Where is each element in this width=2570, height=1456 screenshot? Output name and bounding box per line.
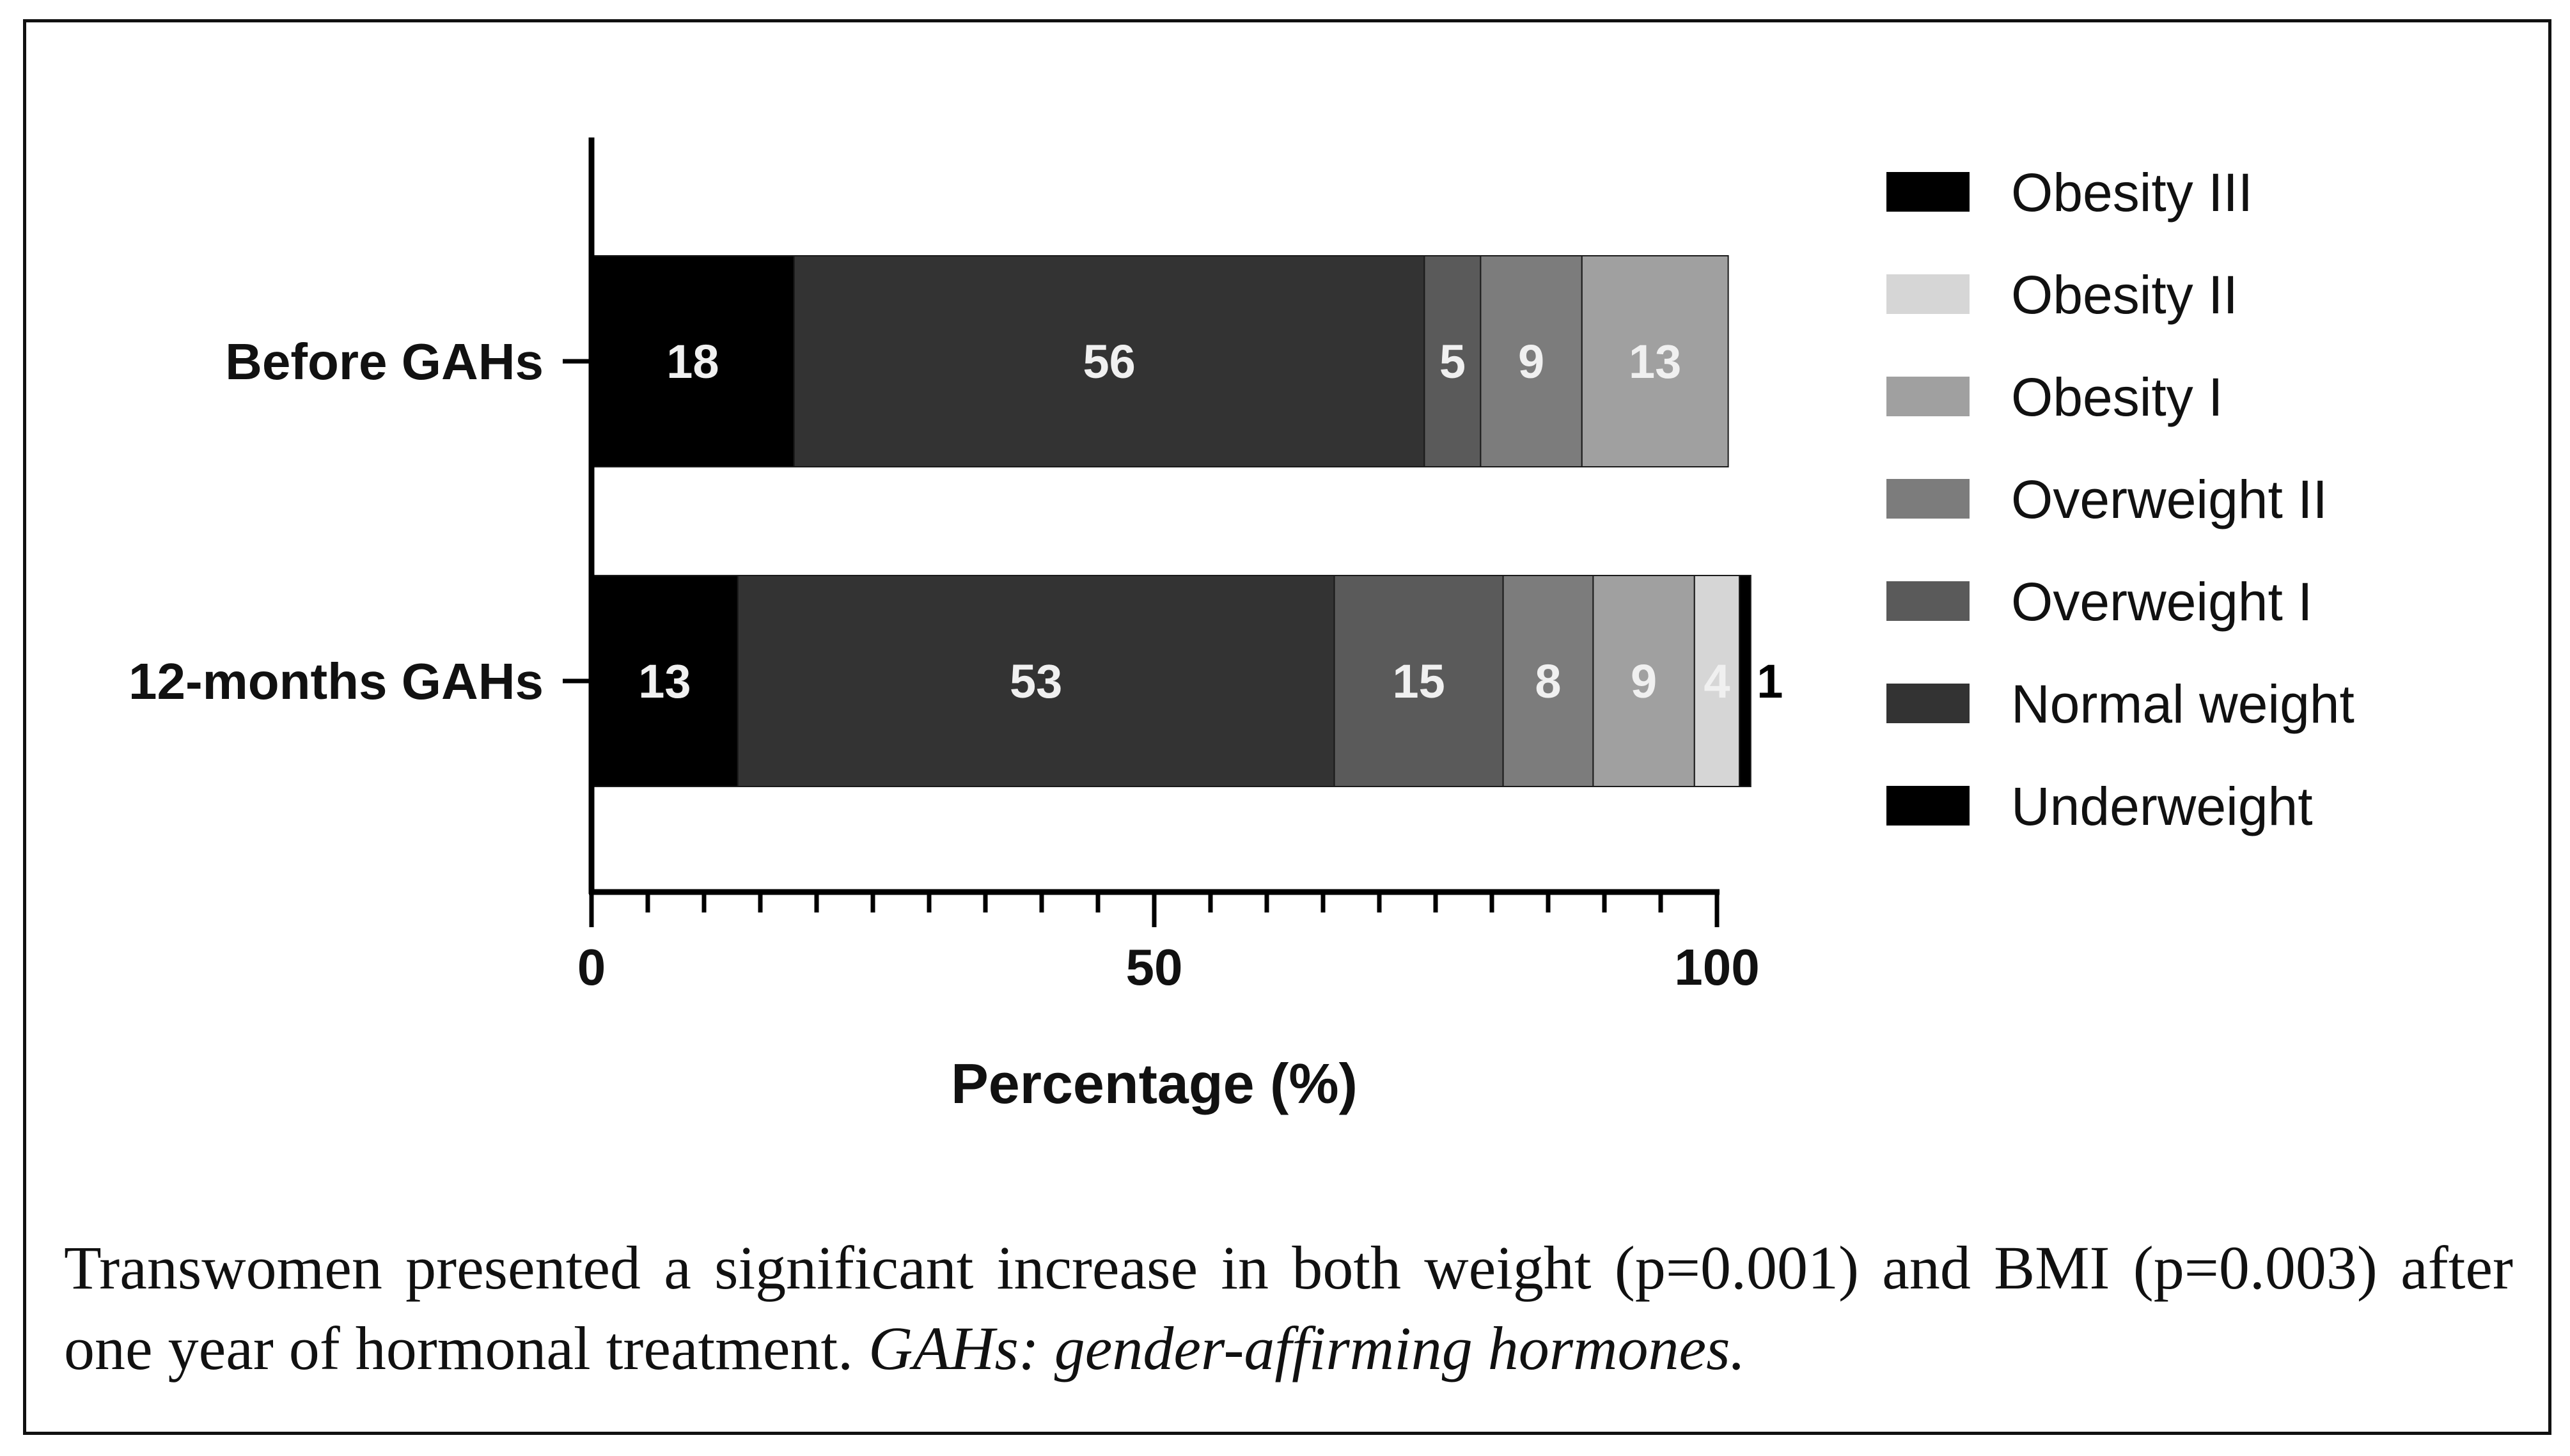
x-tick-label: 100 bbox=[1674, 939, 1759, 996]
bar-value-label: 18 bbox=[666, 335, 719, 388]
category-label: 12-months GAHs bbox=[129, 653, 544, 710]
caption-text: Transwomen presented a significant incre… bbox=[64, 1233, 2513, 1382]
legend-swatch bbox=[1886, 684, 1970, 723]
bar-segment bbox=[1581, 255, 1729, 467]
legend-swatch bbox=[1886, 377, 1970, 416]
bar-value-label: 9 bbox=[1518, 335, 1544, 388]
x-tick-label: 50 bbox=[1126, 939, 1183, 996]
category-label: Before GAHs bbox=[225, 333, 544, 390]
legend-label: Obesity II bbox=[2011, 265, 2238, 325]
legend-swatch bbox=[1886, 581, 1970, 621]
legend-label: Underweight bbox=[2011, 776, 2313, 836]
figure-caption: Transwomen presented a significant incre… bbox=[64, 1228, 2513, 1389]
legend-swatch bbox=[1886, 274, 1970, 314]
bar-segment bbox=[1592, 575, 1695, 787]
bar-value-label: 53 bbox=[1010, 655, 1062, 708]
bar-value-label: 8 bbox=[1535, 655, 1561, 708]
bar-value-label: 13 bbox=[638, 655, 691, 708]
bar-value-label: 15 bbox=[1392, 655, 1445, 708]
bar-segment bbox=[1423, 255, 1482, 467]
bar-value-label: 13 bbox=[1629, 335, 1681, 388]
bar-value-label: 5 bbox=[1439, 335, 1466, 388]
bar-value-label: 4 bbox=[1704, 655, 1730, 708]
bar-segment bbox=[1502, 575, 1594, 787]
x-tick-label: 0 bbox=[577, 939, 606, 996]
bar-value-label: 56 bbox=[1083, 335, 1135, 388]
caption-italic: GAHs: gender-affirming hormones. bbox=[868, 1314, 1746, 1382]
legend-label: Overweight I bbox=[2011, 572, 2313, 632]
bar-segment bbox=[793, 255, 1425, 467]
legend-label: Normal weight bbox=[2011, 674, 2355, 734]
legend-label: Obesity III bbox=[2011, 162, 2253, 223]
bar-segment bbox=[591, 255, 795, 467]
bar-segment bbox=[1739, 575, 1751, 787]
legend-swatch bbox=[1886, 479, 1970, 519]
x-axis-title: Percentage (%) bbox=[951, 1052, 1358, 1115]
bar-segment bbox=[1480, 255, 1583, 467]
legend-label: Overweight II bbox=[2011, 469, 2328, 529]
bar-segment bbox=[1693, 575, 1741, 787]
bar-value-label: 9 bbox=[1631, 655, 1657, 708]
bar-value-label: 1 bbox=[1757, 655, 1783, 708]
bar-segment bbox=[1333, 575, 1504, 787]
legend-swatch bbox=[1886, 786, 1970, 826]
legend-swatch bbox=[1886, 172, 1970, 212]
bar-segment bbox=[737, 575, 1335, 787]
legend-label: Obesity I bbox=[2011, 367, 2223, 427]
